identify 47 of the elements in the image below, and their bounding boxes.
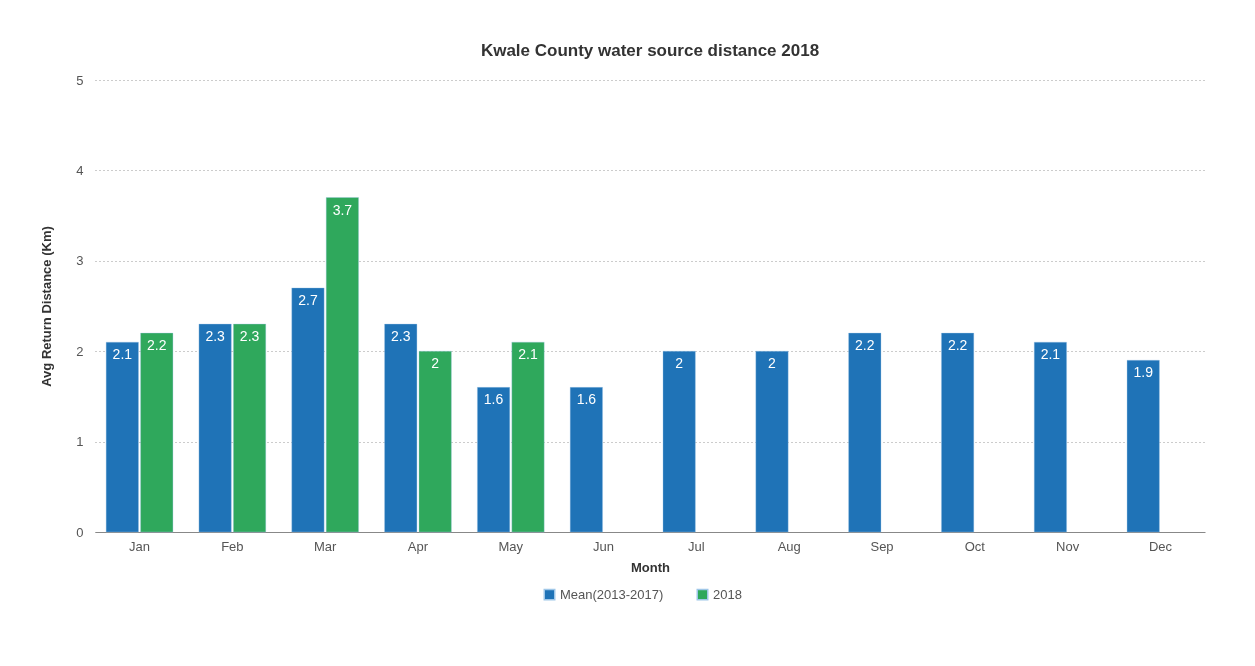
y-axis-title: Avg Return Distance (Km): [39, 226, 55, 387]
x-axis-title: Month: [631, 559, 671, 575]
data-label: 2.3: [239, 328, 260, 345]
legend-label: Mean(2013-2017): [560, 586, 664, 602]
x-tick-label: Feb: [221, 538, 244, 554]
y-tick-label: 2: [76, 343, 84, 359]
data-label: 2.3: [205, 328, 226, 345]
x-tick-label: Jan: [129, 538, 151, 554]
data-label: 2.1: [112, 346, 133, 363]
y-tick-label: 3: [76, 253, 84, 269]
data-label: 1.9: [1133, 364, 1154, 381]
x-tick-label: Apr: [407, 538, 429, 554]
data-label: 2.1: [518, 346, 538, 363]
y-tick-label: 4: [76, 162, 84, 178]
x-tick-label: Aug: [777, 538, 801, 554]
x-tick-label: Jun: [593, 538, 615, 554]
data-label: 2.7: [298, 291, 318, 308]
x-tick-label: Oct: [964, 538, 986, 554]
y-tick-label: 0: [76, 524, 84, 540]
data-label: 2.1: [1040, 346, 1061, 363]
bar: [1126, 359, 1160, 533]
x-tick-label: Nov: [1056, 538, 1080, 554]
data-label: 2.2: [947, 337, 968, 354]
data-label: 2: [675, 355, 684, 372]
x-tick-label: May: [498, 538, 524, 554]
x-tick-label: Dec: [1148, 538, 1173, 554]
legend-label: 2018: [713, 586, 742, 602]
data-label: 3.7: [332, 201, 353, 218]
data-label: 2.2: [855, 337, 875, 354]
data-label: 2.3: [391, 328, 411, 345]
bar: [848, 332, 882, 533]
chart-title: Kwale County water source distance 2018: [480, 41, 820, 60]
bar: [941, 332, 975, 533]
data-label: 1.6: [576, 391, 597, 408]
x-tick-label: Sep: [870, 538, 894, 554]
x-tick-label: Jul: [688, 538, 705, 554]
data-label: 2.2: [147, 337, 167, 354]
y-tick-label: 5: [76, 72, 84, 88]
bar: [755, 350, 789, 533]
bar: [662, 350, 696, 533]
x-tick-label: Mar: [313, 538, 338, 554]
data-label: 2: [768, 355, 777, 372]
data-label: 1.6: [483, 391, 504, 408]
bar: [1033, 341, 1067, 533]
bar: [569, 387, 603, 533]
y-tick-label: 1: [76, 434, 84, 450]
data-label: 2: [431, 355, 440, 372]
